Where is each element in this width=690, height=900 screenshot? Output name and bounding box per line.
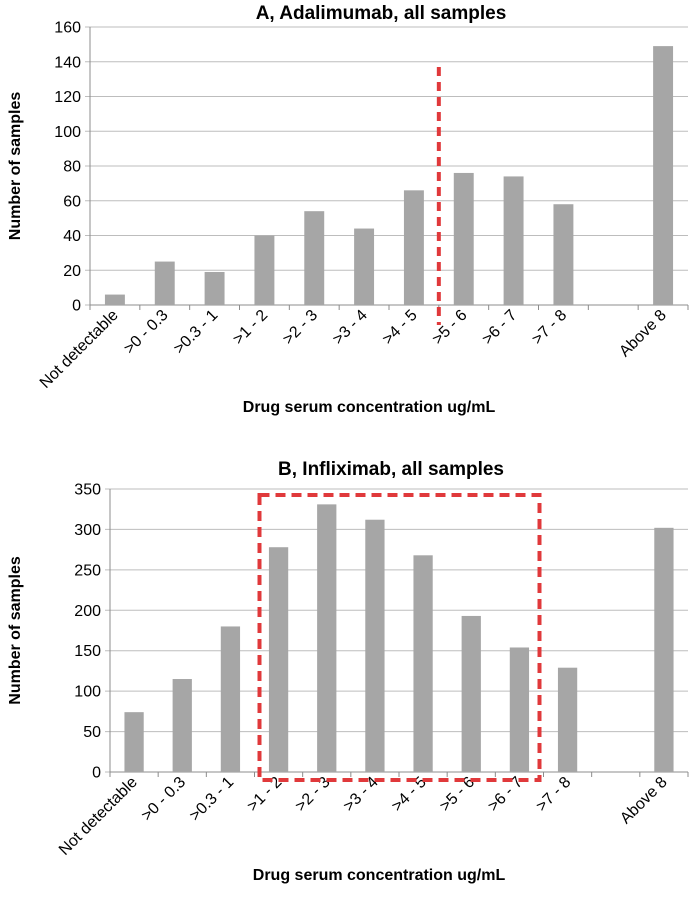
chart-1-bar [254,235,275,305]
chart-1-y-tick-label: 120 [54,89,81,106]
chart-1-x-tick-label: >7 - 8 [529,307,570,348]
chart-2-bar [654,527,674,772]
chart-1-bar [453,172,474,305]
chart-2-y-tick-label: 300 [74,522,101,539]
chart-2-y-axis-label: Number of samples [7,556,24,705]
chart-1-y-tick-label: 0 [72,298,81,315]
chart-1-x-axis-label: Drug serum concentration ug/mL [243,399,496,416]
chart-1-x-tick-label: >4 - 5 [379,307,420,348]
chart-1-y-tick-label: 20 [63,263,81,280]
chart-1-x-tick-label: >0 - 0.3 [121,307,172,358]
chart-1-bar [653,46,674,306]
chart-2-bar [268,547,289,772]
chart-1-bar [304,211,325,305]
chart-1-y-tick-label: 140 [54,54,81,71]
chart-2-bar [317,504,337,772]
chart-2-y-tick-label: 350 [74,482,101,499]
chart-1-x-tick-label: >2 - 3 [280,307,321,348]
chart-1-x-tick-label: >3 - 4 [330,307,371,348]
chart-1-y-tick-label: 100 [54,124,81,141]
chart-1-x-tick-label: >0.3 - 1 [171,307,222,358]
chart-2-bar [172,679,192,772]
chart-1-x-tick-label: Not detectable [37,307,122,392]
chart-1-bar [403,190,424,305]
chart-1-x-tick-label: >1 - 2 [230,307,271,348]
chart-2-x-axis-label: Drug serum concentration ug/mL [253,867,506,884]
chart-2-highlight-box [257,493,542,782]
chart-1-y-axis-label: Number of samples [7,92,24,241]
chart-1-bar [104,294,125,305]
chart-2-y-tick-label: 100 [74,684,101,701]
chart-2-bar [413,555,433,772]
chart-2-y-tick-label: 50 [83,724,101,741]
chart-1-bar [204,271,225,305]
chart-1-x-tick-label: >6 - 7 [479,307,520,348]
chart-1-bar [354,228,375,305]
chart-1-y-tick-label: 160 [54,20,81,37]
chart-2-x-tick-label: Not detectable [56,774,141,859]
chart-2-bar [461,615,481,772]
chart-1-bar [503,176,524,305]
chart-2-bar [220,626,241,772]
chart-2-y-tick-label: 250 [74,562,101,579]
chart-2-bar [509,647,530,772]
chart-1-y-tick-label: 40 [63,228,81,245]
chart-2-x-tick-label: Above 8 [617,774,671,828]
chart-1-title: A, Adalimumab, all samples [256,3,507,24]
chart-2-y-tick-label: 150 [74,643,101,660]
chart-1-bar [553,204,574,305]
chart-2-bar [557,667,578,772]
chart-2-bar [365,519,385,772]
chart-2-y-tick-label: 0 [92,765,101,782]
chart-1-bar [154,261,175,305]
chart-1-x-tick-label: Above 8 [616,307,670,361]
chart-2-x-tick-label: >0 - 0.3 [138,774,189,825]
chart-2-x-tick-label: >0.3 - 1 [187,774,238,825]
chart-2-bar [124,712,144,772]
chart-1-y-tick-label: 80 [63,159,81,176]
chart-1-x-tick-label: >5 - 6 [429,307,470,348]
chart-2-title: B, Infliximab, all samples [278,459,504,480]
chart-2-y-tick-label: 200 [74,603,101,620]
chart-1-y-tick-label: 60 [63,193,81,210]
